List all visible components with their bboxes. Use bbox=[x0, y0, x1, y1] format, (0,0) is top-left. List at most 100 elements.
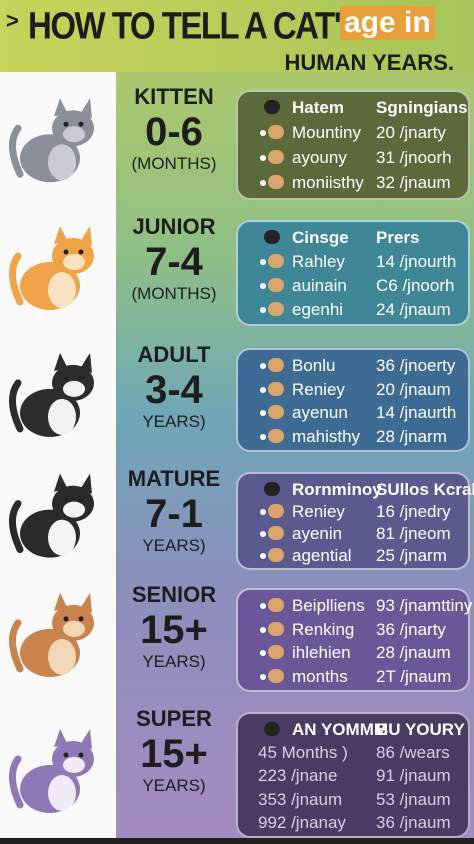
row-value: 16 /jnedry bbox=[376, 502, 451, 521]
row-label: 353 /jnaum bbox=[258, 789, 343, 809]
cat-shape bbox=[63, 620, 85, 637]
row-dot bbox=[260, 509, 266, 515]
stage-label: SENIOR 15+ YEARS) bbox=[118, 582, 230, 672]
row-dot bbox=[260, 626, 266, 633]
row-icon bbox=[268, 598, 284, 612]
row-label: ihlehien bbox=[292, 643, 351, 662]
row-icon bbox=[268, 302, 284, 316]
row-value: 36 /jnarty bbox=[376, 619, 446, 639]
row-icon bbox=[268, 405, 284, 419]
row-icon bbox=[268, 254, 284, 268]
cat-shape bbox=[63, 757, 85, 773]
row-dot bbox=[260, 386, 266, 393]
header-icon bbox=[264, 482, 280, 496]
cat-shape bbox=[78, 497, 84, 503]
subtitle: HUMAN YEARS. bbox=[284, 50, 454, 75]
cat-shape bbox=[9, 500, 24, 554]
header-left: AN YOMMM bbox=[292, 720, 389, 739]
header-right: BU YOURY bbox=[376, 720, 465, 739]
title: HOW TO TELL A CAT'S bbox=[28, 4, 362, 47]
stage-label: MATURE 7-1 YEARS) bbox=[118, 466, 230, 556]
cat-shape bbox=[9, 755, 24, 809]
age-panel: Rornminoy SUllos Kcrak Reniey 16 /jnedry aye… bbox=[236, 472, 474, 570]
cat-shape bbox=[48, 398, 76, 435]
row-dot bbox=[260, 673, 266, 680]
row-dot bbox=[260, 283, 266, 289]
row-value: 36 /jnaum bbox=[376, 812, 451, 832]
stage-name: MATURE bbox=[127, 466, 221, 491]
row-value: 2T /jnaum bbox=[376, 666, 452, 686]
row-dot bbox=[260, 553, 266, 559]
cat-illustration bbox=[9, 226, 94, 310]
row-icon bbox=[268, 278, 284, 292]
stage-range: 7-4 bbox=[145, 240, 203, 284]
row-label: Reniey bbox=[292, 379, 345, 399]
stage-range: 15+ bbox=[140, 732, 208, 776]
row-value: 28 /jnarm bbox=[376, 426, 447, 446]
cat-shape bbox=[54, 473, 68, 492]
header-left: Cinsge bbox=[292, 228, 349, 247]
row-dot bbox=[260, 410, 266, 416]
row-dot bbox=[260, 363, 266, 369]
cat-shape bbox=[63, 501, 85, 518]
row-label: ayouny bbox=[292, 148, 347, 167]
age-panel: Hatem Sgningians Mountiny 20 /jnarty ayouny 3… bbox=[236, 90, 470, 200]
stage-name: SUPER bbox=[136, 706, 212, 731]
header-left: Rornminoy bbox=[292, 480, 382, 499]
stage-label: JUNIOR 7-4 (MONTHS) bbox=[118, 214, 230, 304]
row-value: 81 /jneom bbox=[376, 524, 451, 543]
row-value: C6 /jnoorh bbox=[376, 276, 455, 295]
row-icon bbox=[268, 175, 284, 189]
cat-shape bbox=[63, 121, 69, 127]
cat-illustration bbox=[9, 352, 94, 437]
row-icon bbox=[268, 504, 284, 518]
row-dot bbox=[260, 433, 266, 440]
row-label: 992 /jnanay bbox=[258, 812, 346, 832]
row-label: mahisthy bbox=[292, 426, 361, 446]
cat-illustration bbox=[9, 592, 94, 677]
row-label: egenhi bbox=[292, 300, 344, 319]
row-icon bbox=[268, 668, 284, 683]
row-dot bbox=[260, 531, 266, 537]
row-value: 53 /jnaum bbox=[376, 789, 451, 809]
row-icon bbox=[268, 150, 284, 164]
cat-shape bbox=[9, 619, 24, 673]
row-dot bbox=[260, 130, 266, 136]
header-icon bbox=[264, 100, 280, 114]
row-icon bbox=[268, 428, 284, 443]
stage-range: 3-4 bbox=[145, 368, 203, 412]
cat-shape bbox=[48, 144, 76, 181]
row-label: agential bbox=[292, 546, 352, 565]
row-icon bbox=[268, 548, 284, 562]
row-label: Reniey bbox=[292, 502, 345, 521]
cat-shape bbox=[48, 638, 76, 675]
header: > HOW TO TELL A CAT'S age in HUMAN YEARS… bbox=[0, 0, 474, 75]
row-icon bbox=[268, 621, 284, 636]
cat-shape bbox=[78, 376, 84, 382]
cat-shape bbox=[9, 252, 24, 306]
row-label: Mountiny bbox=[292, 123, 361, 142]
cat-shape bbox=[63, 380, 85, 397]
cat-shape bbox=[63, 254, 85, 270]
header-right: SUllos Kcrak bbox=[376, 480, 474, 499]
stage-range: 15+ bbox=[140, 608, 208, 652]
row-value: 91 /jnaum bbox=[376, 766, 451, 786]
cat-shape bbox=[54, 592, 68, 611]
row-icon bbox=[268, 125, 284, 139]
cat-shape bbox=[54, 98, 68, 117]
row-dot bbox=[260, 307, 266, 313]
cat-shape bbox=[78, 249, 84, 255]
row-label: months bbox=[292, 666, 348, 686]
row-label: ayenun bbox=[292, 403, 348, 422]
cat-illustration bbox=[9, 473, 94, 558]
row-value: 14 /jnaurth bbox=[376, 403, 457, 422]
row-label: moniisthy bbox=[292, 173, 364, 192]
row-label: 223 /jnane bbox=[258, 766, 338, 786]
row-value: 28 /jnaum bbox=[376, 643, 451, 662]
stage-range: 7-1 bbox=[145, 492, 203, 536]
row-dot bbox=[260, 180, 266, 186]
stage-unit: (MONTHS) bbox=[131, 154, 217, 173]
cat-shape bbox=[48, 272, 76, 308]
row-label: auinain bbox=[292, 276, 347, 295]
stage-name: ADULT bbox=[137, 342, 211, 367]
